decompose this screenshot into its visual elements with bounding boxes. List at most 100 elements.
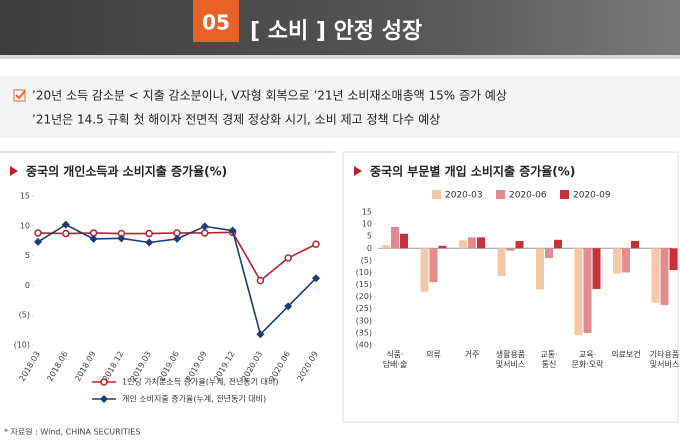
legend-marker — [100, 395, 108, 403]
x-tick-label: 식품· 담배·술 — [382, 350, 408, 369]
source: * 자료원 : Wind, CHINA SECURITIES — [4, 428, 140, 437]
bullet: ’21년은 14.5 규획 첫 해이자 전면적 경제 정상화 시기, 소비 제고… — [32, 112, 440, 127]
y-tick-label: (10) — [14, 341, 30, 350]
legend-swatch — [560, 190, 569, 199]
y-tick-label: (40) — [356, 341, 372, 350]
y-tick-label: (15) — [356, 280, 372, 289]
x-tick-label: 2018.09 — [73, 350, 97, 383]
y-tick-label: (25) — [356, 304, 372, 313]
point — [256, 330, 265, 339]
bar — [574, 248, 583, 336]
bullet-box — [0, 76, 680, 138]
point — [312, 274, 320, 283]
bar — [477, 237, 485, 249]
y-tick-label: (5) — [19, 311, 30, 320]
legend-label: 개인 소비지출 증가율(누계, 전년동기 대비) — [122, 394, 266, 404]
y-tick-label: 0 — [25, 281, 30, 290]
y-tick-label: 5 — [25, 251, 30, 260]
bar — [554, 239, 562, 249]
x-tick-label: 교통· 통신 — [540, 350, 558, 369]
y-tick-label: (5) — [361, 256, 372, 265]
bar — [468, 237, 476, 249]
bar — [583, 248, 592, 333]
check-icon — [13, 89, 26, 102]
bar — [545, 248, 553, 258]
point — [62, 229, 70, 238]
panel-border — [342, 151, 679, 423]
legend-marker — [100, 378, 108, 386]
x-tick-label: 거주 — [464, 350, 480, 359]
bar — [506, 248, 515, 251]
bullet: ’20년 소득 감소분 < 지출 감소분이나, V자형 회복으로 ’21년 소비… — [32, 89, 507, 103]
header-rule — [0, 55, 680, 59]
page-title: [ 소비 ] 안정 성장 — [250, 19, 422, 44]
point — [145, 238, 154, 247]
point — [312, 240, 320, 249]
bar — [515, 241, 524, 249]
legend-label: 1인당 가처분소득 증가율(누계, 전년동기 대비) — [122, 377, 279, 387]
legend-swatch — [496, 190, 505, 199]
y-tick-label: (35) — [356, 328, 372, 337]
point — [34, 229, 42, 237]
point — [228, 226, 237, 235]
y-tick-label: (20) — [356, 292, 372, 301]
point — [145, 229, 153, 238]
chart-title: 중국의 부문별 개입 소비지출 증가율(%) — [370, 164, 575, 179]
point — [284, 254, 292, 262]
x-tick-label: 의료보건 — [611, 350, 641, 359]
bar — [536, 248, 544, 290]
y-tick-label: 10 — [20, 221, 30, 230]
chart-title: 중국의 개인소득과 소비지출 증가율(%) — [26, 164, 227, 179]
bar — [669, 248, 678, 271]
header-band — [0, 0, 680, 55]
y-tick-label: 5 — [367, 232, 372, 241]
bar — [400, 233, 408, 249]
bar — [622, 248, 630, 273]
legend-label: 2020-06 — [509, 191, 547, 201]
y-tick-label: 0 — [367, 244, 372, 253]
title-icon — [10, 166, 18, 176]
x-tick-label: 의류 — [426, 350, 441, 359]
legend-label: 2020-03 — [445, 191, 483, 201]
legend-swatch — [432, 190, 441, 199]
point — [173, 234, 181, 243]
badge — [193, 0, 239, 42]
point — [117, 234, 126, 243]
x-tick-label: 기타용품 및서비스 — [649, 350, 680, 369]
legend-label: 2020-09 — [573, 191, 611, 201]
bar — [391, 226, 399, 249]
x-tick-label: 생활용품 및서비스 — [495, 350, 526, 369]
bar — [420, 248, 429, 292]
x-tick-label: 2018.03 — [18, 350, 42, 383]
badge-text: 05 — [202, 11, 230, 35]
y-tick-label: 10 — [362, 220, 372, 229]
bar — [497, 248, 506, 277]
point — [201, 229, 209, 237]
bar — [382, 245, 390, 249]
x-tick-label: 2018.06 — [45, 350, 69, 383]
bar — [592, 248, 601, 289]
y-tick-label: (30) — [356, 316, 372, 325]
point — [284, 302, 293, 311]
bar — [631, 241, 639, 249]
x-tick-label: 교육· 문화·오락 — [571, 350, 604, 369]
bar — [651, 248, 660, 303]
point — [200, 222, 209, 231]
bar — [459, 240, 467, 249]
check-mark — [15, 90, 26, 100]
bar — [613, 248, 621, 274]
x-tick-label: 2020.09 — [296, 350, 320, 383]
y-tick-label: (10) — [356, 268, 372, 277]
title-icon — [354, 166, 362, 176]
bar — [429, 248, 438, 283]
point — [89, 234, 98, 243]
point — [61, 220, 70, 229]
point — [256, 276, 265, 285]
bar — [438, 245, 447, 249]
point — [34, 237, 42, 246]
bar — [660, 248, 669, 306]
y-tick-label: 15 — [362, 208, 372, 217]
y-tick-label: 15 — [20, 192, 30, 201]
